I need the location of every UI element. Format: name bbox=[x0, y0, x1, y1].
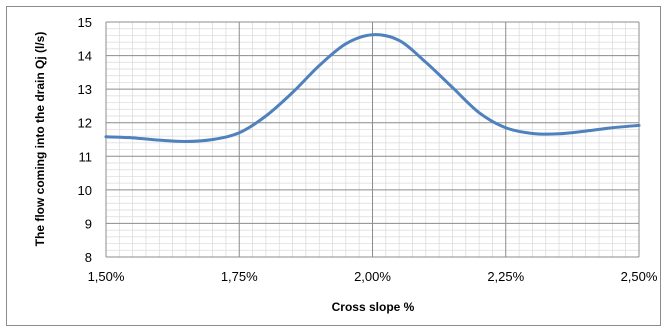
series-layer bbox=[104, 33, 641, 144]
y-tick-label: 8 bbox=[85, 250, 92, 265]
y-tick-label: 11 bbox=[79, 149, 93, 164]
y-tick-label: 12 bbox=[78, 116, 92, 131]
x-tick-label: 2,00% bbox=[354, 269, 391, 284]
y-tick-label: 9 bbox=[85, 216, 92, 231]
y-axis-title: The flow coming into the drain Qj (l/s) bbox=[33, 32, 47, 247]
x-tick-labels: 1,50% 1,75% 2,00% 2,25% 2,50% bbox=[88, 269, 658, 284]
x-tick-label: 1,75% bbox=[221, 269, 258, 284]
series-line bbox=[104, 33, 641, 144]
x-tick-label: 2,50% bbox=[621, 269, 658, 284]
y-tick-labels: 8 9 10 11 12 13 14 15 bbox=[78, 15, 92, 265]
major-gridlines bbox=[105, 21, 640, 258]
y-tick-label: 10 bbox=[78, 183, 92, 198]
x-tick-label: 2,25% bbox=[487, 269, 524, 284]
y-tick-label: 15 bbox=[78, 15, 92, 30]
x-axis-title: Cross slope % bbox=[332, 300, 415, 314]
y-tick-label: 14 bbox=[78, 49, 92, 64]
x-tick-label: 1,50% bbox=[88, 269, 125, 284]
chart-frame bbox=[6, 6, 661, 326]
y-tick-label: 13 bbox=[78, 82, 92, 97]
